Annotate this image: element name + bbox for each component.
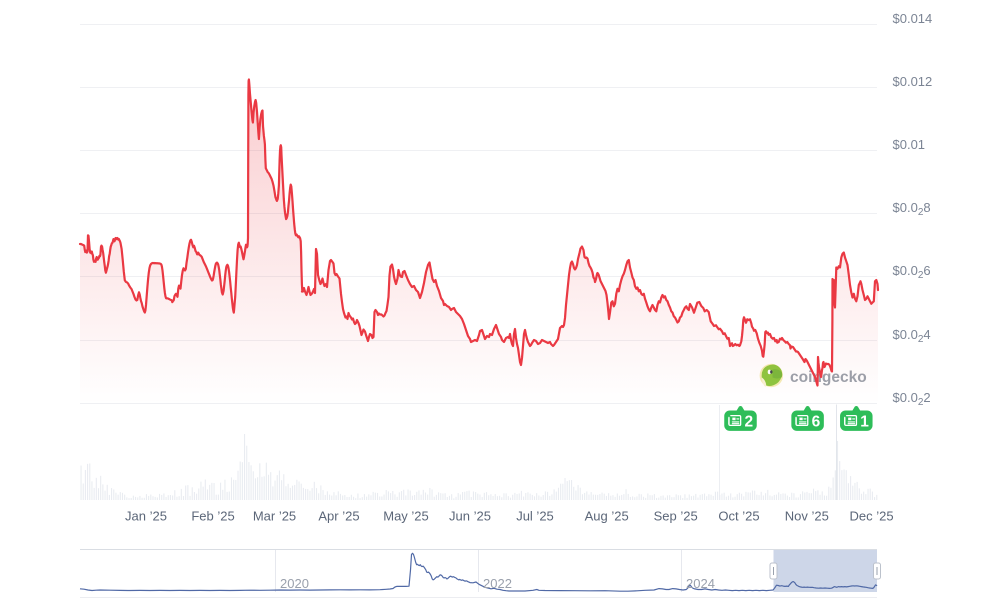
svg-text:$0.026: $0.026 (893, 263, 931, 281)
svg-text:$0.022: $0.022 (893, 390, 931, 408)
svg-text:$0.012: $0.012 (893, 74, 933, 89)
svg-text:$0.028: $0.028 (893, 200, 931, 218)
svg-text:Nov ’25: Nov ’25 (785, 509, 829, 524)
svg-text:Apr ’25: Apr ’25 (318, 509, 359, 524)
svg-text:Oct ’25: Oct ’25 (718, 509, 759, 524)
svg-text:Jun ’25: Jun ’25 (449, 509, 491, 524)
svg-text:Mar ’25: Mar ’25 (253, 509, 296, 524)
svg-text:Sep ’25: Sep ’25 (654, 509, 698, 524)
svg-text:2024: 2024 (686, 576, 715, 591)
svg-text:Aug ’25: Aug ’25 (585, 509, 629, 524)
svg-text:6: 6 (812, 413, 821, 430)
svg-text:$0.014: $0.014 (893, 11, 933, 26)
svg-text:Jan ’25: Jan ’25 (125, 509, 167, 524)
svg-text:$0.024: $0.024 (893, 327, 931, 345)
svg-text:2: 2 (744, 413, 753, 430)
svg-text:Dec ’25: Dec ’25 (850, 509, 894, 524)
svg-text:Jul ’25: Jul ’25 (516, 509, 554, 524)
svg-text:May ’25: May ’25 (383, 509, 429, 524)
svg-text:$0.01: $0.01 (893, 137, 926, 152)
svg-text:2020: 2020 (280, 576, 309, 591)
svg-text:1: 1 (860, 413, 869, 430)
svg-text:2022: 2022 (483, 576, 512, 591)
svg-text:Feb ’25: Feb ’25 (191, 509, 234, 524)
